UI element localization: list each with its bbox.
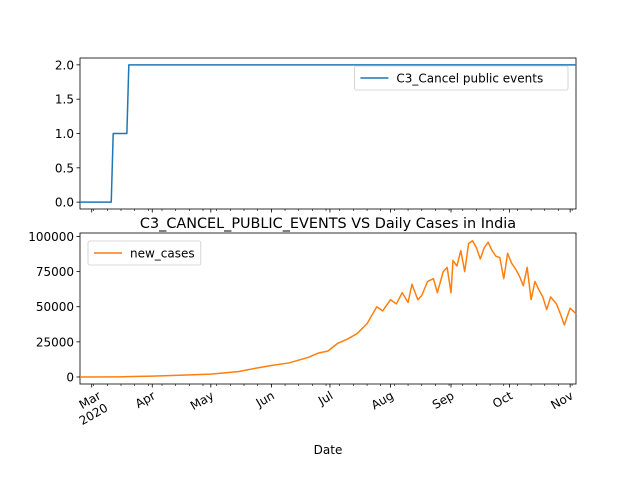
y-tick-label: 1.0 xyxy=(55,127,74,141)
x-tick-label-line: Jul xyxy=(315,388,335,408)
cases-legend: new_cases xyxy=(87,240,202,266)
x-tick-label-line: Oct xyxy=(490,388,515,411)
x-tick-label: Apr xyxy=(133,388,158,411)
legend-label: C3_Cancel public events xyxy=(396,72,543,86)
policy-legend: C3_Cancel public events xyxy=(353,65,569,91)
x-tick-label: Sep xyxy=(430,388,457,411)
x-tick-label-line: Sep xyxy=(430,388,457,411)
y-tick-label: 100000 xyxy=(28,230,74,244)
cases-chart-title: C3_CANCEL_PUBLIC_EVENTS VS Daily Cases i… xyxy=(140,216,516,232)
y-tick-label: 2.0 xyxy=(55,58,74,72)
policy-x-axis xyxy=(91,209,573,213)
x-tick-label: May xyxy=(188,388,216,413)
x-tick-label-line: Aug xyxy=(369,388,396,412)
policy-y-axis: 0.0 0.5 1.0 1.5 2.0 xyxy=(55,58,80,210)
policy-subplot: 0.0 0.5 1.0 1.5 2.0 C3_Cancel public events xyxy=(55,57,577,213)
x-axis-label: Date xyxy=(314,443,343,457)
legend-box xyxy=(87,240,202,266)
y-tick-label: 50000 xyxy=(36,300,74,314)
x-tick-label: Mar2020 xyxy=(70,388,111,428)
y-tick-label: 0.0 xyxy=(55,196,74,210)
x-tick-label: Jun xyxy=(253,388,277,410)
y-tick-label: 25000 xyxy=(36,335,74,349)
x-tick-label: Oct xyxy=(490,388,515,411)
x-tick-label-line: May xyxy=(188,388,216,413)
x-tick-label: Aug xyxy=(369,388,396,412)
x-tick-label: Jul xyxy=(315,388,335,408)
policy-series-lines xyxy=(80,64,576,203)
y-tick-label: 1.5 xyxy=(55,93,74,107)
x-tick-label-line: Jun xyxy=(253,388,277,410)
cases-subplot: 0 25000 50000 75000 100000 Mar2020 Apr May Jun J… xyxy=(28,230,577,428)
cases-y-axis: 0 25000 50000 75000 100000 xyxy=(28,230,80,384)
y-tick-label: 75000 xyxy=(36,265,74,279)
x-tick-label-line: Nov xyxy=(548,388,575,412)
x-tick-label: Nov xyxy=(548,388,575,412)
y-tick-label: 0 xyxy=(66,370,74,384)
legend-box xyxy=(353,65,569,91)
x-tick-label-line: Apr xyxy=(133,388,158,411)
cases-x-axis: Mar2020 Apr May Jun Jul Aug Sep Oct Nov xyxy=(70,384,576,428)
cases-plot-frame xyxy=(79,232,577,385)
series-line-policy xyxy=(80,64,576,203)
legend-label: new_cases xyxy=(130,247,195,261)
cases-series-lines xyxy=(79,239,577,378)
series-line-cases xyxy=(79,239,577,378)
y-tick-label: 0.5 xyxy=(55,161,74,175)
